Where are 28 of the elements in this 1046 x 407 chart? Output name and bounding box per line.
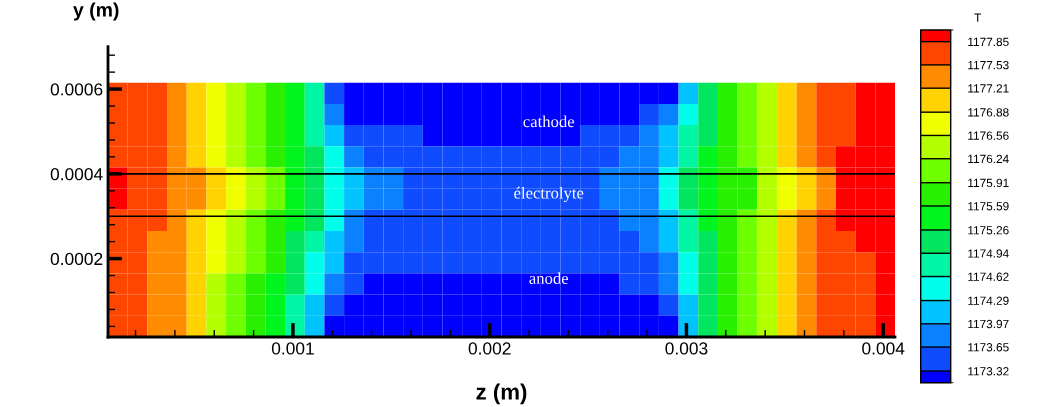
y-tick-label: 0.0004 [50,168,103,181]
color-bar-label: 1177.21 [968,84,1009,93]
x-axis-title: z (m) [476,383,527,405]
color-bar-label: 1175.91 [968,178,1009,188]
color-bar-label: 1177.85 [968,37,1009,47]
color-bar-label: 1176.88 [968,108,1009,117]
color-bar-label: 1177.53 [968,60,1009,70]
color-bar-label: 1173.97 [968,319,1009,329]
color-bar-label: 1175.26 [968,226,1009,235]
color-bar-label: 1174.62 [968,272,1009,281]
color-bar-title: T [974,13,982,22]
color-bar-label: 1173.65 [968,343,1009,352]
color-bar-label: 1176.24 [968,154,1009,164]
color-bar-label: 1174.94 [968,249,1009,258]
x-tick-label: 0.004 [862,342,905,355]
x-tick-label: 0.001 [271,342,314,355]
y-axis-title: y (m) [73,2,119,21]
color-bar-label: 1173.32 [968,367,1009,376]
color-bar-label: 1174.29 [968,296,1009,305]
y-tick-label: 0.0002 [50,252,103,266]
x-tick-label: 0.002 [468,342,511,355]
y-tick-label: 0.0006 [50,83,103,96]
color-bar-label: 1175.59 [968,202,1009,211]
annotation: cathode [523,115,575,128]
color-bar-label: 1176.56 [968,131,1009,140]
x-tick-label: 0.003 [665,342,708,355]
annotation: anode [529,272,569,284]
annotation: électrolyte [514,186,584,203]
